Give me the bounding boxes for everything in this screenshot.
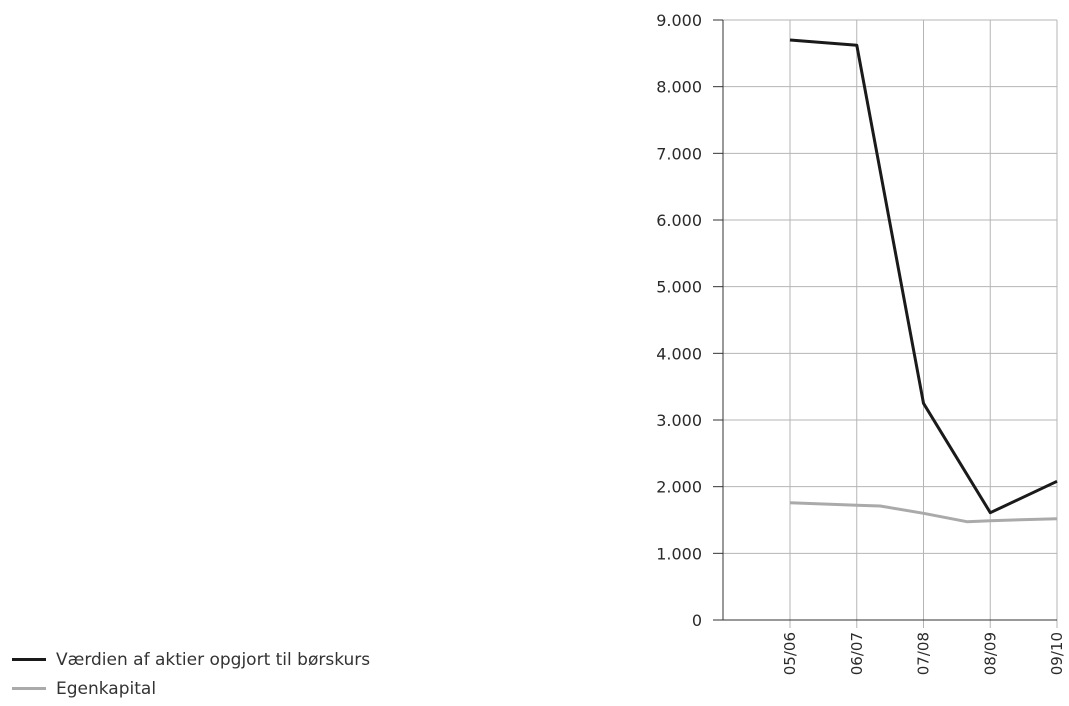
y-tick-label: 7.000 bbox=[656, 144, 702, 163]
legend-item-egenkapital: Egenkapital bbox=[12, 674, 370, 703]
y-tick-label: 1.000 bbox=[656, 544, 702, 563]
x-tick-label: 08/09 bbox=[981, 632, 999, 675]
y-tick-label: 8.000 bbox=[656, 78, 702, 97]
y-tick-label: 5.000 bbox=[656, 278, 702, 297]
x-tick-label: 06/07 bbox=[848, 632, 866, 675]
grid bbox=[713, 19, 1058, 628]
series-line bbox=[789, 38, 1058, 515]
legend-label-vaerdi: Værdien af aktier opgjort til børskurs bbox=[56, 649, 371, 670]
y-tick-label: 4.000 bbox=[656, 344, 702, 363]
x-tick-label: 05/06 bbox=[781, 632, 799, 675]
y-tick-label: 0 bbox=[692, 611, 702, 630]
y-tick-labels: 0 1.000 2.000 3.000 4.000 5.000 6.000 7.000 8.00… bbox=[656, 11, 702, 630]
legend-item-vaerdi: Værdien af aktier opgjort til børskurs bbox=[12, 645, 370, 674]
x-tick-label: 09/10 bbox=[1048, 632, 1066, 675]
legend-label-egenkapital: Egenkapital bbox=[56, 678, 157, 699]
legend-swatch-egenkapital bbox=[12, 687, 46, 690]
x-tick-label: 07/08 bbox=[915, 632, 933, 675]
series-line bbox=[789, 501, 1058, 524]
y-tick-label: 2.000 bbox=[656, 478, 702, 497]
legend: Værdien af aktier opgjort til børskurs E… bbox=[12, 645, 370, 703]
axes bbox=[713, 20, 1057, 621]
legend-swatch-vaerdi bbox=[12, 658, 46, 661]
series bbox=[789, 38, 1058, 524]
y-tick-label: 6.000 bbox=[656, 211, 702, 230]
y-tick-label: 9.000 bbox=[656, 11, 702, 30]
y-tick-label: 3.000 bbox=[656, 411, 702, 430]
x-tick-labels: 05/06 06/07 07/08 08/09 09/10 bbox=[781, 632, 1066, 675]
